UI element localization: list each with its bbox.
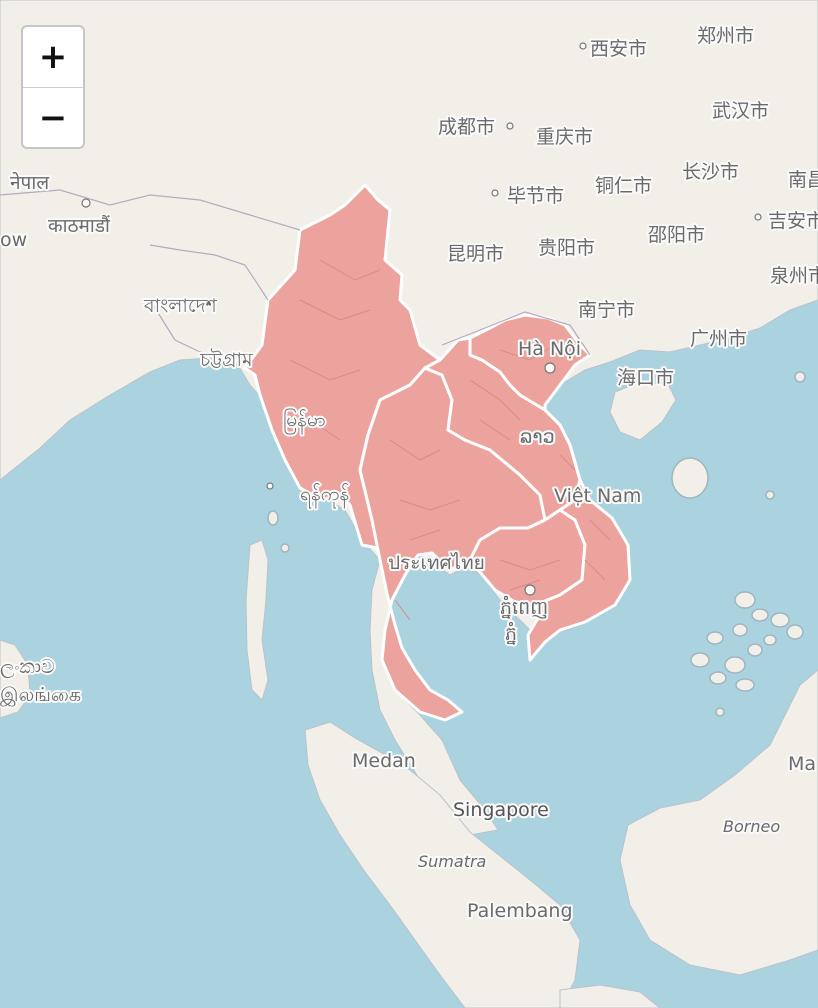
label-kathmandu: काठमाडौं: [48, 214, 111, 237]
label-phnom-penh-2: ភ្នំ: [505, 621, 517, 645]
land-sri-lanka: [0, 639, 31, 719]
land-borneo: [619, 669, 818, 976]
label-laos: ລາວ: [520, 426, 555, 448]
label-palembang: Palembang: [467, 900, 573, 922]
highlighted-countries: [243, 183, 632, 722]
islands-spratly: [267, 371, 806, 717]
label-ow: ow: [0, 229, 27, 251]
label-yangon: ရန်ကုန်: [300, 482, 350, 509]
label-tongren: 铜仁市: [595, 175, 652, 197]
label-wuhan: 武汉市: [712, 100, 769, 122]
label-srilanka-1: ලංකාව: [0, 656, 55, 678]
label-nanning: 南宁市: [578, 299, 635, 321]
label-bijie: 毕节市: [507, 185, 564, 207]
label-sumatra: Sumatra: [418, 852, 486, 871]
label-singapore: Singapore: [453, 799, 549, 821]
label-jian: 吉安市: [768, 210, 818, 232]
label-hanoi: Hà Nội: [518, 338, 581, 360]
label-guiyang: 贵阳市: [538, 237, 595, 259]
label-chittagong: চট্টগ্রাম: [199, 348, 253, 371]
city-markers: [81, 42, 762, 596]
country-myanmar[interactable]: [243, 183, 442, 550]
land-hainan: [609, 381, 677, 441]
label-chengdu: 成都市: [438, 116, 495, 138]
label-xian: 西安市: [590, 38, 647, 60]
label-shaoyang: 邵阳市: [648, 224, 705, 246]
zoom-in-button[interactable]: +: [38, 37, 68, 77]
label-ma: Ma: [788, 753, 816, 775]
zoom-out-button[interactable]: −: [23, 87, 83, 147]
label-bangladesh: বাংলাদেশ: [143, 295, 218, 317]
label-viet-nam: Việt Nam: [554, 485, 641, 507]
province-lines: [289, 259, 611, 621]
label-haikou: 海口市: [617, 367, 674, 389]
label-zhengzhou: 郑州市: [697, 25, 754, 47]
zoom-control: + −: [21, 25, 85, 149]
land-java: [559, 984, 661, 1008]
label-myanmar: မြန်မာ: [283, 407, 326, 435]
label-changsha: 长沙市: [682, 161, 739, 183]
label-kunming: 昆明市: [447, 243, 504, 265]
country-vietnam[interactable]: [468, 313, 632, 662]
label-medan: Medan: [352, 750, 416, 772]
land-sumatra: [304, 721, 581, 1008]
label-nepal: नेपाल: [10, 171, 50, 194]
label-borneo: Borneo: [723, 817, 780, 836]
label-phnom-penh-1: ភ្នំពេញ: [500, 595, 548, 619]
label-quanzhou: 泉州市: [770, 265, 818, 287]
map-labels: 西安市 郑州市 成都市 重庆市 武汉市 नेपाल 毕节市 铜仁市 长沙市 南昌…: [0, 23, 818, 924]
label-srilanka-2: இலங்கை: [0, 684, 81, 706]
label-thailand: ประเทศไทย: [388, 552, 485, 574]
land-andaman: [245, 539, 269, 701]
label-guangzhou: 广州市: [690, 328, 747, 350]
other-borders: [0, 189, 591, 366]
label-nanchang: 南昌: [788, 169, 818, 191]
label-chongqing: 重庆市: [536, 126, 593, 148]
